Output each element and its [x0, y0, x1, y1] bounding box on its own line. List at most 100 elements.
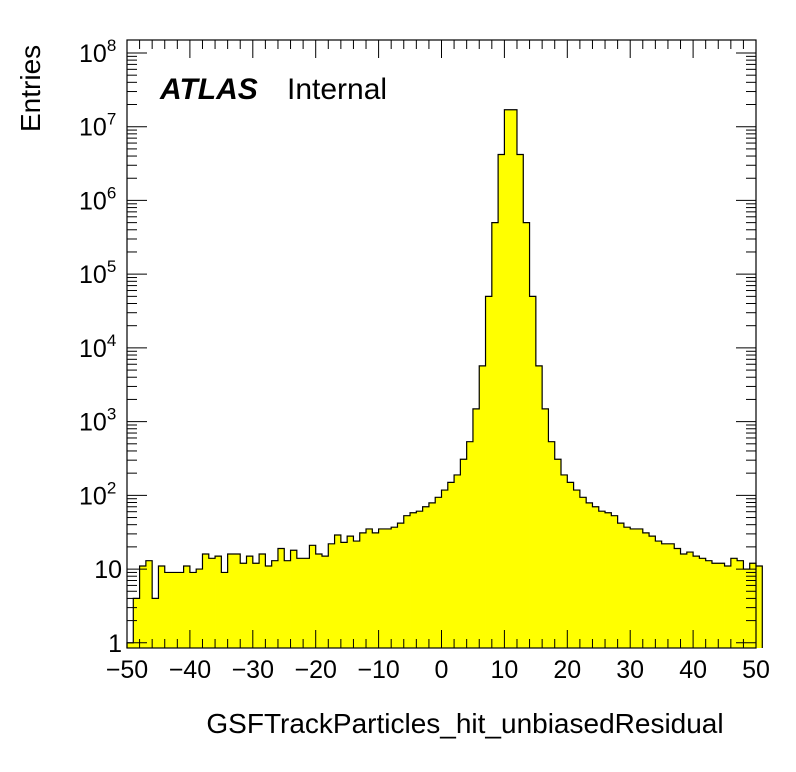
histogram-bin	[649, 536, 656, 648]
y-tick-label: 106	[79, 183, 116, 215]
histogram-bin	[498, 154, 505, 649]
histogram-bin	[630, 528, 637, 648]
histogram-bin	[693, 556, 700, 648]
histogram-bin	[611, 515, 619, 648]
histogram-bin	[372, 532, 379, 648]
histogram-bin	[378, 528, 386, 648]
histogram-bin	[567, 482, 574, 648]
histogram-bin	[579, 497, 587, 648]
histogram-bin	[422, 506, 430, 648]
x-tick-label: −50	[106, 656, 148, 684]
histogram-bin	[705, 560, 713, 648]
x-tick-label: 20	[553, 656, 581, 684]
histogram-bin	[240, 563, 247, 648]
histogram-bin	[561, 474, 568, 648]
histogram-bin	[145, 560, 153, 648]
atlas-label: ATLAS	[159, 73, 258, 106]
histogram-bin	[642, 532, 650, 648]
histogram-bin	[479, 365, 486, 648]
axis-ticks	[126, 40, 757, 648]
histogram-bin	[303, 558, 310, 648]
histogram-bin	[290, 550, 298, 648]
histogram-bin	[756, 566, 763, 648]
histogram-bin	[605, 512, 612, 648]
histogram-bin	[284, 560, 291, 648]
histogram-bin	[454, 474, 461, 648]
histogram-bin	[711, 563, 719, 648]
histogram-bin	[617, 523, 625, 648]
histogram-bin	[208, 558, 216, 648]
y-tick-label: 103	[79, 405, 116, 437]
x-tick-label: −10	[357, 656, 399, 684]
y-tick-label: 105	[79, 257, 116, 289]
y-tick-label: 108	[79, 36, 116, 68]
histogram-bin	[441, 490, 449, 648]
histogram-bin	[466, 441, 474, 648]
histogram-bin	[535, 365, 543, 648]
histogram-bin	[724, 566, 732, 648]
histogram-bin	[554, 459, 562, 648]
histogram-bin	[133, 598, 140, 648]
histogram-bin	[353, 541, 361, 648]
x-tick-label: 50	[742, 656, 770, 684]
histogram-bin	[529, 296, 537, 648]
histogram-bin	[334, 534, 342, 648]
histogram-bin	[730, 558, 738, 648]
histogram-bin	[359, 532, 367, 648]
histogram-bin	[183, 566, 191, 648]
histogram-bin	[542, 408, 549, 648]
y-tick-labels: 1 10 102 103 104 105 106 107 108	[79, 36, 122, 658]
histogram-bars	[127, 109, 763, 649]
histogram-outline	[126, 109, 763, 648]
y-tick-label: 104	[79, 331, 116, 363]
histogram-bin	[623, 527, 631, 648]
histogram-bin	[189, 572, 197, 648]
histogram-bin	[447, 482, 455, 648]
histogram-bin	[718, 563, 725, 648]
histogram-bin	[655, 541, 663, 648]
x-axis-title: GSFTrackParticles_hit_unbiasedResidual	[206, 708, 723, 739]
histogram-bin	[177, 572, 185, 648]
histogram-bin	[366, 528, 373, 648]
histogram-bin	[347, 536, 354, 648]
histogram-bin	[598, 511, 606, 648]
histogram-bin	[315, 554, 323, 648]
x-tick-label: 30	[616, 656, 644, 684]
histogram-bin	[510, 109, 518, 649]
y-tick-label: 102	[79, 478, 116, 510]
histogram-bin	[743, 569, 751, 648]
x-tick-label: 40	[679, 656, 707, 684]
histogram-bin	[523, 222, 530, 648]
histogram-bin	[592, 506, 600, 648]
histogram-bin	[403, 515, 411, 648]
histogram-bin	[485, 296, 493, 648]
histogram-bin	[221, 572, 229, 648]
histogram-bin	[340, 542, 348, 648]
histogram-bin	[674, 548, 681, 648]
histogram-bin	[548, 441, 556, 648]
histogram-bin	[309, 545, 317, 648]
histogram-bin	[428, 502, 436, 648]
histogram-bin	[636, 528, 644, 648]
histogram-bin	[737, 560, 744, 648]
histogram-bin	[171, 572, 178, 648]
histogram-bin	[227, 554, 235, 648]
histogram-bin	[259, 554, 266, 648]
histogram-bin	[152, 598, 159, 648]
y-tick-label: 1	[108, 630, 122, 658]
histogram-bin	[491, 222, 499, 648]
histogram-bin	[296, 558, 304, 648]
histogram-bin	[233, 554, 241, 648]
histogram-bin	[277, 548, 285, 648]
histogram-bin	[202, 554, 210, 648]
y-tick-label: 10	[94, 556, 122, 584]
histogram-bin	[410, 512, 417, 648]
histogram-bin	[573, 490, 581, 648]
x-tick-label: −30	[232, 656, 274, 684]
x-tick-label: 10	[490, 656, 518, 684]
histogram-bin	[749, 563, 757, 648]
histogram-bin	[328, 543, 335, 648]
histogram-bin	[139, 566, 147, 648]
histogram-bin	[416, 511, 424, 648]
histogram-bin	[516, 154, 524, 649]
